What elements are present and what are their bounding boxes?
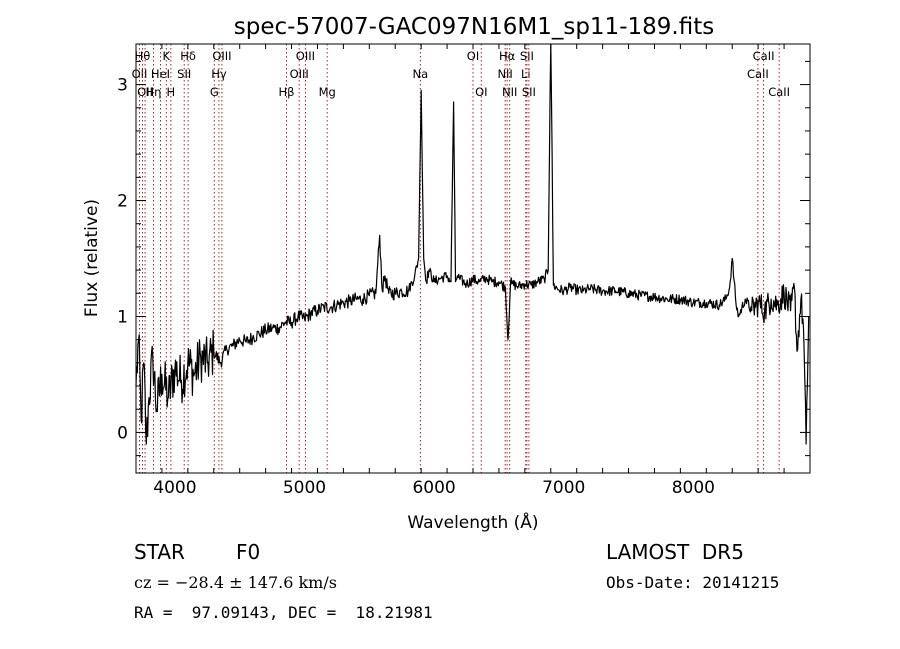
line-marker-label: Hδ <box>180 49 196 63</box>
line-marker-label: SII <box>520 49 534 63</box>
line-marker-label: NII <box>502 85 517 99</box>
line-marker-label: H <box>167 85 176 99</box>
line-marker-label: G <box>210 85 219 99</box>
line-marker-label: SII <box>177 67 191 81</box>
line-marker-label: OI <box>467 49 479 63</box>
line-marker-label: OI <box>475 85 487 99</box>
line-marker-label: HeI <box>151 67 170 81</box>
chart-title: spec-57007-GAC097N16M1_sp11-189.fits <box>234 14 714 40</box>
obs-date: Obs-Date: 20141215 <box>606 573 780 592</box>
line-marker-label: Hθ <box>135 49 151 63</box>
x-tick-label: 7000 <box>542 478 585 498</box>
survey-label: LAMOST DR5 <box>606 540 744 564</box>
line-marker-label: CaII <box>768 85 790 99</box>
y-axis-label: Flux (relative) <box>82 199 102 317</box>
y-tick-label: 3 <box>117 76 128 96</box>
line-marker-label: CaII <box>753 49 775 63</box>
plot-frame <box>135 43 811 474</box>
line-marker-label: NII <box>497 67 512 81</box>
line-marker-label: OIII <box>212 49 231 63</box>
line-marker-label: Mg <box>319 85 336 99</box>
x-tick-label: 6000 <box>412 478 455 498</box>
line-marker-label: K <box>163 49 171 63</box>
x-axis-label: Wavelength (Å) <box>407 511 538 533</box>
x-tick-label: 5000 <box>283 478 326 498</box>
axis-ticks: 4000 5000 6000 7000 8000 0 1 2 3 <box>117 44 811 498</box>
spectral-class: STAR <box>134 540 185 564</box>
coordinates: RA = 97.09143, DEC = 18.21981 <box>134 603 433 622</box>
line-marker-label: OII <box>137 85 153 99</box>
line-marker-label: Hβ <box>278 85 294 99</box>
line-marker-label: Hγ <box>211 67 227 81</box>
y-tick-label: 1 <box>117 307 128 327</box>
y-tick-label: 2 <box>117 192 128 212</box>
line-marker-label: Na <box>413 67 429 81</box>
line-marker-label: OIII <box>296 49 315 63</box>
y-tick-label: 0 <box>117 423 128 443</box>
line-marker-label: CaII <box>747 67 769 81</box>
line-marker-label: SII <box>522 85 536 99</box>
x-tick-label: 8000 <box>672 478 715 498</box>
line-marker-label: Li <box>521 67 531 81</box>
line-marker-label: Hα <box>499 49 516 63</box>
spectral-subclass: F0 <box>236 540 261 564</box>
x-tick-label: 4000 <box>153 478 196 498</box>
line-marker-label: Hη <box>146 85 162 99</box>
spectrum-line <box>135 43 810 445</box>
line-markers: OIIHθOIIHηHeIKHSIIHδGHγOIIIHβOIIIOIIIMgN… <box>132 44 790 473</box>
redshift-line: cz = −28.4 ± 147.6 km/s <box>134 573 337 592</box>
line-marker-label: OIII <box>290 67 309 81</box>
